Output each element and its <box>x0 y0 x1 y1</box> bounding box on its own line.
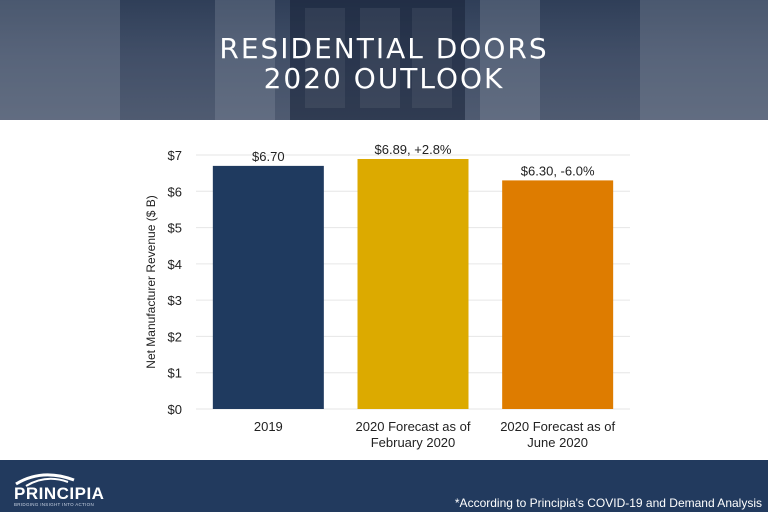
x-category-label: 2020 Forecast as of <box>500 419 615 434</box>
y-tick-label: $6 <box>168 184 182 199</box>
bar <box>502 180 614 409</box>
data-labels: $6.70 $6.89, +2.8% $6.30, -6.0% <box>252 142 595 178</box>
logo-wordmark: PRINCIPIA <box>14 484 105 503</box>
bar <box>212 165 324 409</box>
bar-data-label: $6.89, +2.8% <box>375 142 452 157</box>
x-category-label: 2019 <box>254 419 283 434</box>
y-tick-label: $2 <box>168 329 182 344</box>
revenue-bar-chart: $0 $1 $2 $3 $4 $5 $6 $7 $6.70 $6.89, +2.8% $6.30,… <box>144 142 630 450</box>
y-tick-label: $4 <box>168 257 182 272</box>
y-tick-label: $7 <box>168 148 182 163</box>
page-title-line-2: 2020 OUTLOOK <box>263 62 505 95</box>
y-axis-ticks: $0 $1 $2 $3 $4 $5 $6 $7 <box>168 148 182 417</box>
principia-arch-icon <box>15 473 75 487</box>
y-tick-label: $1 <box>168 366 182 381</box>
logo-tagline: BRIDGING INSIGHT INTO ACTION <box>14 502 94 507</box>
footer-bar: PRINCIPIA BRIDGING INSIGHT INTO ACTION *… <box>0 460 768 512</box>
page-title-line-1: RESIDENTIAL DOORS <box>219 32 549 65</box>
x-category-label: 2020 Forecast as of <box>356 419 471 434</box>
x-category-label: February 2020 <box>371 435 456 450</box>
bar <box>357 158 469 409</box>
x-category-label: June 2020 <box>527 435 588 450</box>
bar-data-label: $6.70 <box>252 149 285 164</box>
header-banner: RESIDENTIAL DOORS 2020 OUTLOOK <box>0 0 768 120</box>
bar-data-label: $6.30, -6.0% <box>521 163 595 178</box>
bars <box>212 158 614 409</box>
source-note: *According to Principia's COVID-19 and D… <box>454 496 762 510</box>
y-tick-label: $3 <box>168 293 182 308</box>
y-tick-label: $0 <box>168 402 182 417</box>
y-tick-label: $5 <box>168 221 182 236</box>
y-axis-label: Net Manufacturer Revenue ($ B) <box>144 195 158 368</box>
